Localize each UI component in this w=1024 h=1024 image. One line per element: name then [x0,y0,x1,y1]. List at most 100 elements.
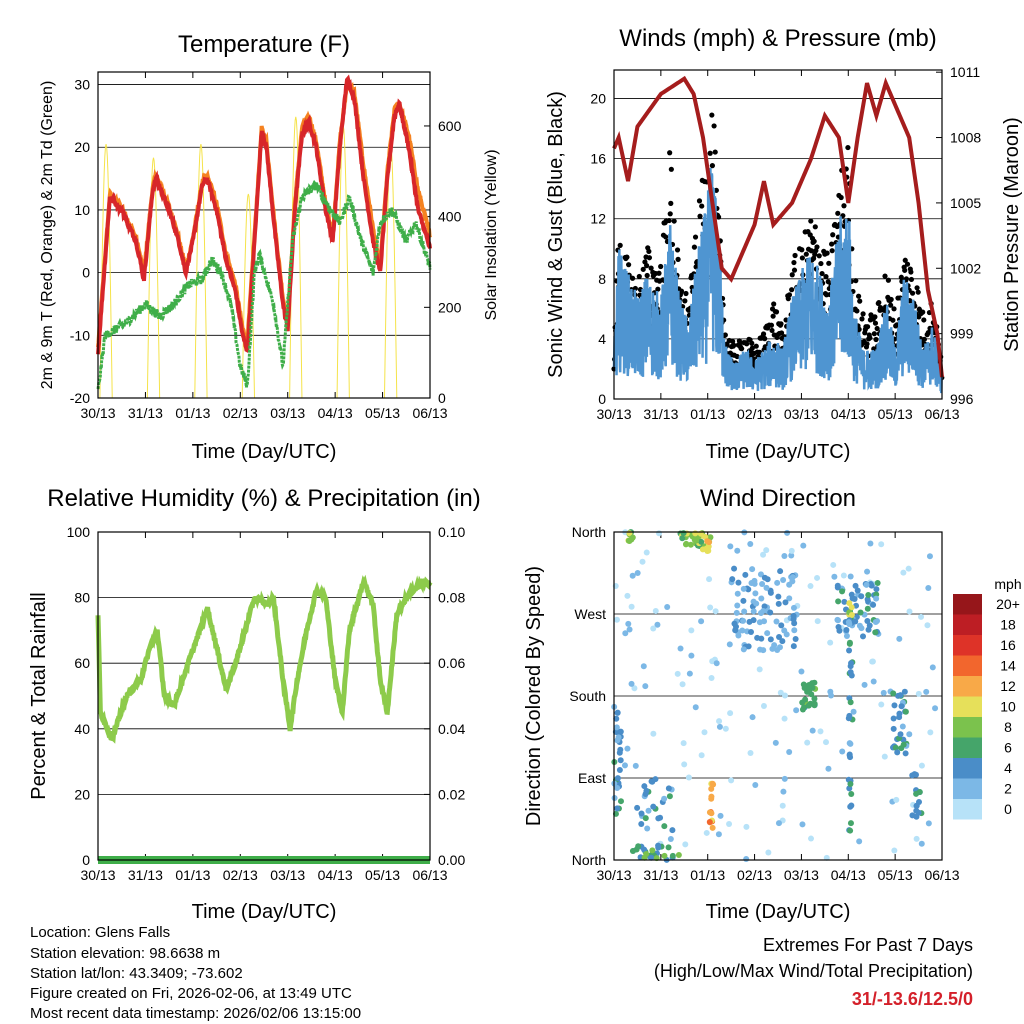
wind-direction-point [790,616,797,623]
plot-frame [613,531,943,861]
gust-point [829,248,835,254]
gust-point [675,256,681,262]
wind-direction-point [856,838,863,845]
wind-direction-point [760,702,767,709]
wind-direction-point [704,538,711,545]
y-tick-label: 10 [74,202,90,218]
wind-direction-point [650,803,657,810]
wind-direction-point [629,572,636,579]
wind-direction-point [850,708,857,715]
wind-direction-point [891,847,898,854]
y-tick-label: 12 [590,211,606,227]
y-right-tick-label: 0.06 [438,655,465,671]
gust-point [864,341,870,347]
gust-point [644,263,650,269]
wind-direction-point [761,603,768,610]
gust-point [744,341,750,347]
wind-direction-point [629,847,636,854]
wind-direction-point [727,543,734,550]
gust-point [624,254,630,260]
footer-created: Figure created on Fri, 2026-02-06, at 13… [30,985,352,1002]
wind-direction-point [746,618,753,625]
wind-direction-point [728,777,735,784]
wind-direction-point [750,608,757,615]
y-axis-label: Sonic Wind & Gust (Blue, Black) [545,91,567,378]
wind-direction-point [848,612,855,619]
y-axis-label-right: Solar Insolation (Yellow) [483,149,500,320]
wind-direction-point [634,570,641,577]
gust-point [656,270,662,276]
wind-direction-point [764,630,771,637]
wind-direction-point [706,576,713,583]
wind-direction-point [897,692,904,699]
plot-area [96,74,432,399]
wind-direction-point [649,778,656,785]
wind-direction-point [781,775,788,782]
wind-direction-point [644,825,651,832]
wind-direction-point [729,576,736,583]
x-tick-label: 04/13 [318,867,353,883]
wind-direction-point [925,584,932,591]
gust-point [749,340,755,346]
footer-elevation: Station elevation: 98.6638 m [30,945,220,962]
wind-direction-point [872,629,879,636]
wind-direction-point [918,762,925,769]
gust-point [856,326,862,332]
legend-swatch [953,778,982,799]
y-right-tick-label: 999 [950,326,974,342]
wind-direction-point [780,576,787,583]
wind-direction-point [873,586,880,593]
x-tick-label: 03/13 [270,867,305,883]
wind-direction-point [680,530,687,537]
wind-direction-point [665,844,672,851]
wind-direction-point [614,737,621,744]
gust-point [789,272,795,278]
wind-direction-point [848,791,855,798]
y-tick-label: 20 [590,91,606,107]
gust-point [682,298,688,304]
x-tick-label: 01/13 [175,867,210,883]
wind-direction-point [716,723,723,730]
gust-point [888,296,894,303]
gust-point [845,144,851,151]
wind-direction-point [747,749,754,756]
wind-direction-point [709,780,716,787]
gust-point [734,353,740,360]
y-tick-label: 30 [74,77,90,93]
wind-direction-point [852,618,859,625]
wind-direction-point [767,636,774,643]
gust-point [678,288,685,294]
wind-direction-point [811,700,818,707]
gust-point [872,320,879,326]
chart-panel-2: Winds (mph) & Pressure (mb) Time (Day/UTC… [545,25,1023,463]
y-tick-label: 8 [598,271,606,287]
wind-direction-point [749,714,756,721]
wind-direction-point [906,608,913,615]
wind-direction-point [742,571,749,578]
wind-direction-point [854,587,861,594]
wind-direction-point [677,645,684,652]
y-right-tick-label: 0.00 [438,852,465,868]
wind-direction-point [851,596,858,603]
gust-point [812,224,818,230]
wind-direction-point [894,749,901,756]
wind-direction-point [905,565,912,572]
legend-swatch [953,717,982,738]
wind-direction-point [655,815,662,822]
wind-direction-point [708,675,715,682]
gust-point [655,286,661,292]
wind-direction-point [807,583,814,590]
wind-direction-point [682,841,689,848]
x-tick-label: 03/13 [784,867,819,883]
legend-label: 18 [1000,617,1016,633]
legend-swatch [953,737,982,758]
extremes-title: Extremes For Past 7 Days [763,935,973,955]
wind-direction-point [918,613,925,620]
gust-point [920,309,926,315]
gust-point [902,267,908,273]
x-tick-label: 01/13 [690,867,725,883]
wind-direction-point [614,805,621,812]
wind-direction-point [835,617,842,624]
y-right-tick-label: 0.02 [438,786,465,802]
wind-direction-point [757,646,764,653]
